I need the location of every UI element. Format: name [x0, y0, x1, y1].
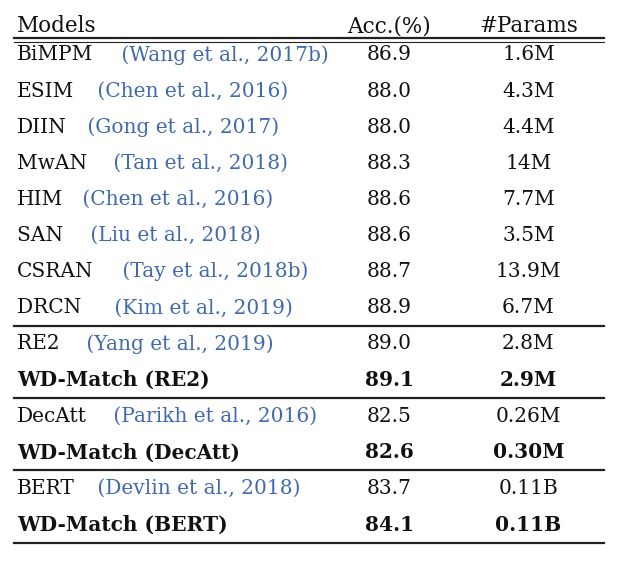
Text: 1.6M: 1.6M	[502, 46, 555, 64]
Text: (Tan et al., 2018): (Tan et al., 2018)	[107, 154, 288, 173]
Text: BiMPM: BiMPM	[17, 46, 93, 64]
Text: WD-Match (DecAtt): WD-Match (DecAtt)	[17, 442, 240, 462]
Text: Models: Models	[17, 15, 96, 37]
Text: 3.5M: 3.5M	[502, 226, 555, 245]
Text: 0.26M: 0.26M	[496, 407, 561, 425]
Text: 83.7: 83.7	[367, 479, 412, 498]
Text: DRCN: DRCN	[17, 298, 87, 317]
Text: 0.30M: 0.30M	[493, 442, 564, 462]
Text: 7.7M: 7.7M	[502, 190, 555, 209]
Text: RE2: RE2	[17, 335, 66, 353]
Text: (Parikh et al., 2016): (Parikh et al., 2016)	[107, 407, 317, 425]
Text: 14M: 14M	[506, 154, 551, 173]
Text: Acc.(%): Acc.(%)	[347, 15, 431, 37]
Text: 4.4M: 4.4M	[502, 118, 554, 136]
Text: #Params: #Params	[479, 15, 578, 37]
Text: 88.6: 88.6	[367, 190, 412, 209]
Text: (Chen et al., 2016): (Chen et al., 2016)	[77, 190, 274, 209]
Text: 6.7M: 6.7M	[502, 298, 555, 317]
Text: 86.9: 86.9	[367, 46, 412, 64]
Text: (Liu et al., 2018): (Liu et al., 2018)	[85, 226, 261, 245]
Text: 82.5: 82.5	[367, 407, 412, 425]
Text: 0.11B: 0.11B	[495, 514, 562, 535]
Text: WD-Match (RE2): WD-Match (RE2)	[17, 370, 210, 390]
Text: 88.0: 88.0	[367, 81, 412, 101]
Text: (Devlin et al., 2018): (Devlin et al., 2018)	[91, 479, 301, 498]
Text: (Tay et al., 2018b): (Tay et al., 2018b)	[116, 262, 308, 281]
Text: (Wang et al., 2017b): (Wang et al., 2017b)	[115, 45, 329, 65]
Text: WD-Match (BERT): WD-Match (BERT)	[17, 514, 227, 535]
Text: BERT: BERT	[17, 479, 75, 498]
Text: 2.9M: 2.9M	[500, 370, 557, 390]
Text: 89.1: 89.1	[365, 370, 414, 390]
Text: 84.1: 84.1	[365, 514, 414, 535]
Text: CSRAN: CSRAN	[17, 262, 93, 281]
Text: DecAtt: DecAtt	[17, 407, 87, 425]
Text: 4.3M: 4.3M	[502, 81, 554, 101]
Text: 88.6: 88.6	[367, 226, 412, 245]
Text: ESIM: ESIM	[17, 81, 74, 101]
Text: 0.11B: 0.11B	[499, 479, 558, 498]
Text: 13.9M: 13.9M	[496, 262, 561, 281]
Text: HIM: HIM	[17, 190, 63, 209]
Text: DIIN: DIIN	[17, 118, 67, 136]
Text: SAN: SAN	[17, 226, 69, 245]
Text: (Gong et al., 2017): (Gong et al., 2017)	[81, 117, 279, 137]
Text: 82.6: 82.6	[365, 442, 414, 462]
Text: 88.0: 88.0	[367, 118, 412, 136]
Text: (Chen et al., 2016): (Chen et al., 2016)	[91, 81, 288, 101]
Text: 2.8M: 2.8M	[502, 335, 555, 353]
Text: (Kim et al., 2019): (Kim et al., 2019)	[108, 298, 293, 317]
Text: 88.9: 88.9	[367, 298, 412, 317]
Text: 89.0: 89.0	[367, 335, 412, 353]
Text: MwAN: MwAN	[17, 154, 87, 173]
Text: 88.7: 88.7	[367, 262, 412, 281]
Text: (Yang et al., 2019): (Yang et al., 2019)	[80, 334, 274, 354]
Text: 88.3: 88.3	[367, 154, 412, 173]
